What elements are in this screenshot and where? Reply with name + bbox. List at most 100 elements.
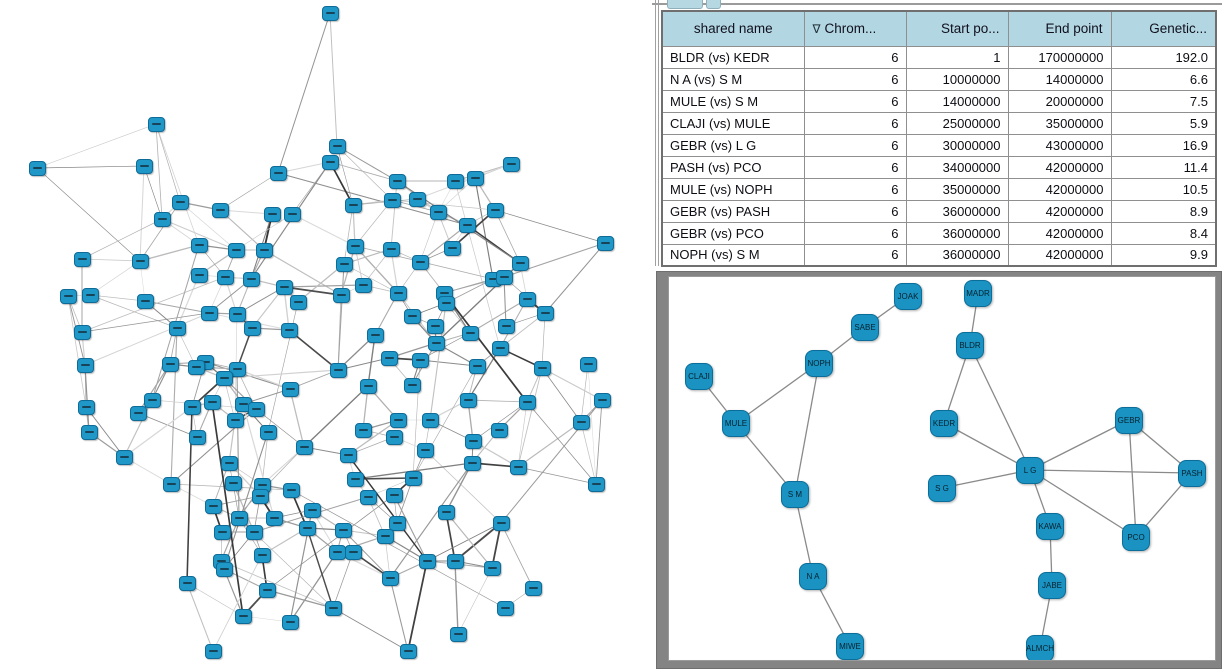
network-node[interactable] — [416, 442, 434, 458]
column-header-genetic[interactable]: Genetic... — [1110, 10, 1217, 47]
network-node[interactable] — [446, 553, 464, 569]
network-node[interactable] — [359, 489, 377, 505]
network-node[interactable] — [328, 544, 346, 560]
network-node[interactable] — [492, 515, 510, 531]
network-node[interactable] — [354, 422, 372, 438]
network-node[interactable] — [269, 165, 287, 181]
network-node[interactable] — [247, 401, 265, 417]
network-node[interactable] — [421, 412, 439, 428]
network-node[interactable] — [346, 471, 364, 487]
network-node[interactable] — [251, 488, 269, 504]
network-node[interactable] — [376, 528, 394, 544]
network-node[interactable] — [587, 476, 605, 492]
table-row[interactable]: MULE (vs) NOPH 6 35000000 42000000 10.5 — [661, 177, 1217, 201]
subnetwork-node-joak[interactable]: JOAK — [894, 282, 922, 310]
network-node[interactable] — [426, 318, 444, 334]
subnetwork-node-pash[interactable]: PASH — [1178, 459, 1206, 487]
subnetwork-node-sabe[interactable]: SABE — [851, 313, 879, 341]
subnetwork-node-jabe[interactable]: JABE — [1038, 571, 1066, 599]
main-network-panel[interactable] — [0, 0, 652, 669]
table-row[interactable]: GEBR (vs) L G 6 30000000 43000000 16.9 — [661, 133, 1217, 157]
network-node[interactable] — [511, 255, 529, 271]
network-node[interactable] — [359, 378, 377, 394]
column-header-start-point[interactable]: Start po... — [905, 10, 1009, 47]
network-node[interactable] — [329, 362, 347, 378]
network-node[interactable] — [188, 429, 206, 445]
network-node[interactable] — [162, 476, 180, 492]
network-node[interactable] — [466, 170, 484, 186]
network-node[interactable] — [483, 560, 501, 576]
network-node[interactable] — [382, 241, 400, 257]
network-node[interactable] — [332, 287, 350, 303]
network-node[interactable] — [593, 392, 611, 408]
network-node[interactable] — [263, 206, 281, 222]
network-node[interactable] — [59, 288, 77, 304]
network-node[interactable] — [334, 522, 352, 538]
subnetwork-node-kedr[interactable]: KEDR — [930, 409, 958, 437]
network-node[interactable] — [491, 340, 509, 356]
network-node[interactable] — [496, 600, 514, 616]
network-node[interactable] — [295, 439, 313, 455]
subnetwork-node-s-g[interactable]: S G — [928, 474, 956, 502]
subnetwork-node-kawa[interactable]: KAWA — [1036, 512, 1064, 540]
table-row[interactable]: BLDR (vs) KEDR 6 1 170000000 192.0 — [661, 45, 1217, 69]
network-node[interactable] — [204, 643, 222, 659]
network-node[interactable] — [243, 320, 261, 336]
network-node[interactable] — [245, 524, 263, 540]
network-node[interactable] — [200, 305, 218, 321]
subnetwork-node-bldr[interactable]: BLDR — [956, 331, 984, 359]
network-node[interactable] — [136, 293, 154, 309]
network-node[interactable] — [411, 352, 429, 368]
subnetwork-node-s-m[interactable]: S M — [781, 480, 809, 508]
network-node[interactable] — [346, 238, 364, 254]
subnetwork-node-miwe[interactable]: MIWE — [836, 632, 864, 660]
network-node[interactable] — [187, 359, 205, 375]
network-node[interactable] — [73, 324, 91, 340]
network-node[interactable] — [437, 504, 455, 520]
network-node[interactable] — [135, 158, 153, 174]
network-node[interactable] — [129, 405, 147, 421]
subnetwork-canvas[interactable]: JOAK SABE NOPH CLAJI MULE S M N A MIWE MADR BLDR K… — [668, 276, 1216, 661]
network-node[interactable] — [283, 206, 301, 222]
network-node[interactable] — [73, 251, 91, 267]
column-header-chromosome[interactable]: ∇ Chrom... — [803, 10, 907, 47]
network-node[interactable] — [502, 156, 520, 172]
network-node[interactable] — [339, 447, 357, 463]
network-node[interactable] — [168, 320, 186, 336]
network-node[interactable] — [303, 502, 321, 518]
network-node[interactable] — [190, 237, 208, 253]
network-node[interactable] — [335, 256, 353, 272]
network-node[interactable] — [213, 524, 231, 540]
network-node[interactable] — [404, 470, 422, 486]
network-node[interactable] — [242, 271, 260, 287]
network-node[interactable] — [281, 614, 299, 630]
network-node[interactable] — [289, 294, 307, 310]
network-node[interactable] — [572, 414, 590, 430]
network-node[interactable] — [131, 253, 149, 269]
network-node[interactable] — [234, 608, 252, 624]
network-node[interactable] — [224, 475, 242, 491]
network-node[interactable] — [518, 291, 536, 307]
network-node[interactable] — [344, 544, 362, 560]
network-node[interactable] — [259, 424, 277, 440]
network-node[interactable] — [253, 547, 271, 563]
network-node[interactable] — [147, 116, 165, 132]
network-node[interactable] — [403, 308, 421, 324]
network-node[interactable] — [321, 154, 339, 170]
network-node[interactable] — [215, 370, 233, 386]
network-node[interactable] — [495, 269, 513, 285]
network-node[interactable] — [282, 482, 300, 498]
network-node[interactable] — [324, 600, 342, 616]
network-node[interactable] — [216, 269, 234, 285]
network-node[interactable] — [509, 459, 527, 475]
network-node[interactable] — [380, 350, 398, 366]
network-node[interactable] — [579, 356, 597, 372]
network-node[interactable] — [258, 582, 276, 598]
network-node[interactable] — [533, 360, 551, 376]
network-node[interactable] — [265, 510, 283, 526]
column-header-shared-name[interactable]: shared name — [661, 10, 805, 47]
network-node[interactable] — [280, 322, 298, 338]
network-node[interactable] — [429, 204, 447, 220]
subnetwork-node-almch[interactable]: ALMCH — [1026, 634, 1054, 660]
network-node[interactable] — [255, 242, 273, 258]
